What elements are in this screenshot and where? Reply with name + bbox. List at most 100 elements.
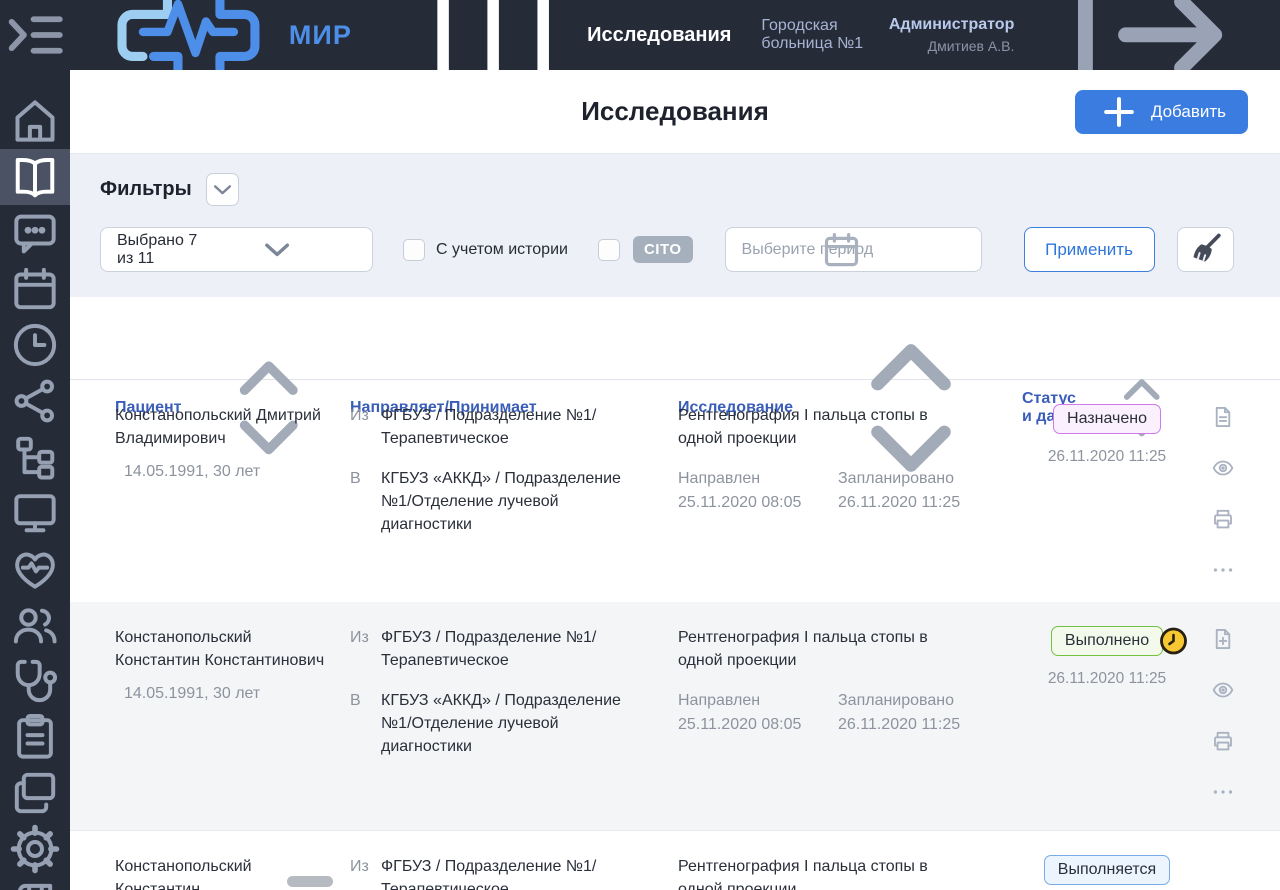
eye-icon[interactable]: [1210, 455, 1236, 481]
sidebar-item-connections[interactable]: [0, 373, 70, 429]
calendar-icon: [0, 261, 70, 317]
filters-title: Фильтры: [100, 178, 192, 200]
status-badge: Выполнено: [1050, 626, 1188, 656]
clipboard-icon: [0, 709, 70, 765]
planned-datetime: 26.11.2020 11:25: [838, 716, 961, 733]
plus-icon: [1097, 90, 1141, 134]
chevron-down-icon: [198, 228, 356, 271]
sent-label: Направлен: [678, 692, 761, 709]
table-row[interactable]: Констанопольский Константин Константинов…: [70, 602, 1280, 830]
settings-icon: [0, 821, 70, 877]
app-name: МИР: [288, 19, 352, 50]
patient-name: Констанопольский Константин Константинов…: [115, 629, 325, 669]
history-checkbox-group[interactable]: С учетом истории: [403, 238, 568, 261]
sidebar-item-messages[interactable]: [0, 205, 70, 261]
monitor-icon: [0, 485, 70, 541]
sidebar-item-patients[interactable]: [0, 597, 70, 653]
study-name: Рентгенография I пальца стопы в одной пр…: [678, 407, 928, 447]
branch-icon: [0, 373, 70, 429]
hierarchy-icon: [0, 429, 70, 485]
to-label: В: [350, 470, 361, 487]
document-icon[interactable]: [1210, 404, 1236, 430]
sidebar-item-settings[interactable]: [0, 821, 70, 877]
patient-sub: 14.05.1991, 30 лет: [115, 685, 350, 703]
more-icon[interactable]: [1210, 779, 1236, 805]
apply-button[interactable]: Применить: [1023, 227, 1155, 272]
status-filter-dropdown[interactable]: Выбрано 7 из 11: [100, 227, 373, 272]
cito-checkbox-group[interactable]: CITO: [597, 236, 693, 263]
to-label: В: [350, 692, 361, 709]
study-cell: Рентгенография I пальца стопы в одной пр…: [678, 404, 1022, 602]
patient-name: Констанопольский Константин: [115, 858, 252, 890]
file-plus-icon[interactable]: [1210, 626, 1236, 652]
sidebar-item-studies[interactable]: [0, 149, 70, 205]
sort-icon[interactable]: [800, 297, 1022, 519]
sent-datetime: 25.11.2020 08:05: [678, 716, 802, 733]
broom-icon: [1178, 228, 1233, 271]
from-label: Из: [350, 858, 369, 875]
sidebar-item-health[interactable]: [0, 541, 70, 597]
printer-icon[interactable]: [1210, 728, 1236, 754]
sidebar-item-structure[interactable]: [0, 429, 70, 485]
user-block: Администратор Дмитиев А.В.: [889, 16, 1014, 54]
stethoscope-icon: [0, 653, 70, 709]
horizontal-scrollbar-thumb[interactable]: [287, 876, 333, 887]
cito-checkbox[interactable]: [597, 238, 620, 261]
table-row[interactable]: Констанопольский Дмитрий Владимирович 14…: [70, 380, 1280, 602]
column-header-patient[interactable]: Пациент: [115, 327, 350, 489]
user-role: Администратор: [888, 16, 1015, 33]
row-actions: [1192, 626, 1254, 830]
filters-collapse-button[interactable]: [205, 173, 239, 206]
eye-icon[interactable]: [1210, 677, 1236, 703]
study-name: Рентгенография I пальца стопы в одной пр…: [678, 629, 928, 669]
patient-birth-info: 14.05.1991, 30 лет: [124, 463, 261, 480]
direction-cell: Из ФГБУЗ / Подразделение №1/ Терапевтиче…: [350, 855, 678, 890]
column-label: Пациент: [115, 399, 182, 416]
organization-name: Городская больница №1: [761, 17, 864, 52]
patient-cell: Констанопольский Константин: [115, 855, 350, 890]
chat-icon: [0, 205, 70, 261]
clear-filters-button[interactable]: [1176, 227, 1234, 272]
direction-cell: Из ФГБУЗ / Подразделение №1/ Терапевтиче…: [350, 404, 678, 602]
status-cell: Выполнено 26.11.2020 11:25: [1022, 626, 1192, 830]
patient-cell: Констанопольский Константин Константинов…: [115, 626, 350, 830]
table-header: Пациент Направляет/Принимает Исследовани…: [70, 297, 1280, 472]
table-body: Констанопольский Дмитрий Владимирович 14…: [70, 380, 1280, 890]
add-button[interactable]: Добавить: [1074, 89, 1248, 134]
from-organization: ФГБУЗ / Подразделение №1/ Терапевтическо…: [381, 629, 597, 669]
sidebar-item-library[interactable]: [0, 877, 70, 890]
table-row[interactable]: Констанопольский Константин Из ФГБУЗ / П…: [70, 830, 1280, 890]
status-datetime: 26.11.2020 11:25: [1047, 448, 1167, 465]
more-icon[interactable]: [1210, 557, 1236, 583]
column-header-direction: Направляет/Принимает: [350, 399, 678, 417]
row-actions: [1192, 404, 1254, 602]
home-icon: [0, 93, 70, 149]
layers-icon: [0, 765, 70, 821]
sidebar-item-documents[interactable]: [0, 709, 70, 765]
sidebar-item-workstations[interactable]: [0, 485, 70, 541]
period-input[interactable]: [724, 227, 982, 272]
sidebar-item-calendar[interactable]: [0, 261, 70, 317]
sidebar-item-history[interactable]: [0, 317, 70, 373]
printer-icon[interactable]: [1210, 506, 1236, 532]
status-filter-value: Выбрано 7 из 11: [117, 231, 198, 267]
sidebar-item-home[interactable]: [0, 93, 70, 149]
from-label: Из: [350, 629, 369, 646]
content: Исследования Добавить Фильтры Выбрано 7 …: [70, 70, 1280, 890]
sidebar-item-doctors[interactable]: [0, 653, 70, 709]
history-checkbox[interactable]: [403, 238, 425, 261]
sidebar-item-journals[interactable]: [0, 765, 70, 821]
from-label: Из: [350, 407, 369, 424]
status-cell: Выполняется: [1022, 855, 1192, 890]
collapse-sidebar-button[interactable]: [0, 0, 70, 70]
planned-label: Запланировано: [838, 692, 954, 709]
status-badge: Назначено: [1053, 404, 1161, 434]
status-badge: Выполняется: [1043, 855, 1171, 885]
patient-cell: Констанопольский Дмитрий Владимирович 14…: [115, 404, 350, 602]
sort-icon[interactable]: [188, 327, 350, 489]
topbar: МИР Исследования Городская больница №1 А…: [70, 0, 1280, 111]
patient-name: Констанопольский Дмитрий Владимирович: [115, 407, 321, 447]
column-header-study[interactable]: Исследование: [678, 297, 1022, 519]
period-field: [724, 227, 982, 272]
